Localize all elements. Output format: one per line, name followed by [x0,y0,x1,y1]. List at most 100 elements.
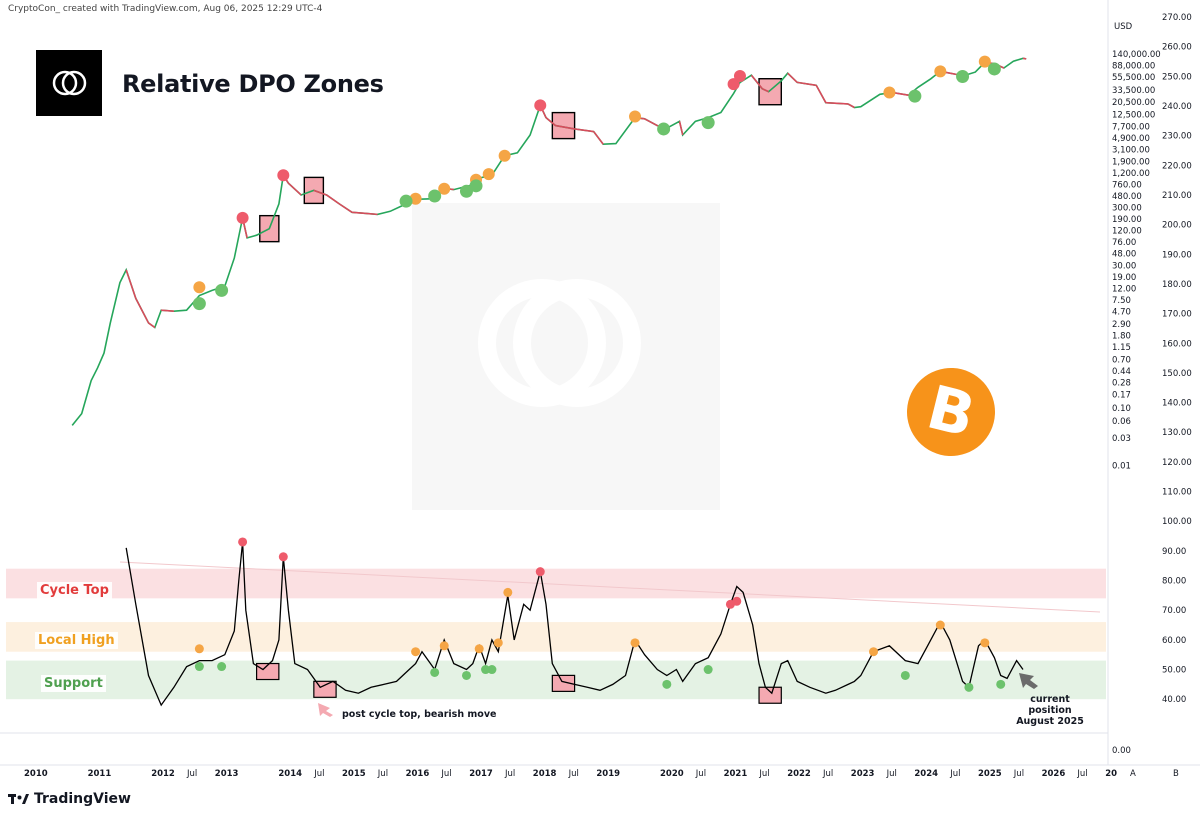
price-axis-tick: 0.44 [1112,367,1131,377]
price-down-segment [135,298,150,324]
dpo-axis-tick: 250.00 [1162,72,1192,82]
scale-toggle-b[interactable]: B [1173,769,1179,779]
price-axis-tick: 4,900.00 [1112,134,1150,144]
price-axis-tick: 0.00 [1112,746,1131,756]
price-axis-tick: 1,200.00 [1112,169,1150,179]
price-axis-unit: USD [1114,22,1133,32]
x-axis-tick: 2025 [978,769,1002,779]
price-marker-local-high [482,168,495,181]
price-down-segment [287,182,302,196]
price-down-segment [125,269,137,299]
price-axis-tick: 120.00 [1112,227,1142,237]
price-axis-tick: 0.70 [1112,355,1131,365]
price-axis-tick: 0.10 [1112,404,1131,414]
x-axis-tick: 2017 [469,769,493,779]
scale-toggle-a[interactable]: A [1130,769,1136,779]
x-axis-tick: 2023 [851,769,875,779]
arrow-post-cycle-icon [318,703,333,717]
header-attribution: CryptoCon_ created with TradingView.com,… [8,4,323,14]
price-marker-support [215,283,229,297]
dpo-marker-cycle-top [238,537,248,547]
annotation-current-position: current position August 2025 [1010,694,1090,727]
price-marker-local-high [934,65,947,78]
dpo-axis-tick: 210.00 [1162,191,1192,201]
price-axis-tick: 0.03 [1112,434,1131,444]
price-marker-support [701,116,715,130]
price-axis-tick: 7,700.00 [1112,123,1150,133]
tradingview-logo-icon [8,794,29,804]
price-marker-cycle-top [277,169,290,182]
dpo-axis-tick: 180.00 [1162,280,1192,290]
x-axis-tick: 2015 [342,769,366,779]
dpo-axis-tick: 130.00 [1162,428,1192,438]
page-title: Relative DPO Zones [122,70,384,98]
bear-box-dpo [758,686,782,704]
dpo-marker-support [662,679,672,689]
x-axis-tick: Jul [949,769,960,779]
price-marker-local-high [498,149,511,162]
price-marker-support [192,297,206,311]
dpo-marker-local-high [869,647,879,657]
price-axis-tick: 3,100.00 [1112,145,1150,155]
dpo-axis-tick: 90.00 [1162,547,1186,557]
dpo-axis-tick: 230.00 [1162,132,1192,142]
x-axis-tick: 2019 [596,769,620,779]
price-down-segment [644,118,658,127]
dpo-axis-tick: 60.00 [1162,636,1186,646]
x-axis-tick: Jul [822,769,833,779]
zone-label-local-high: Local High [35,632,118,649]
price-axis-tick: 0.28 [1112,378,1131,388]
price-marker-local-high [978,55,991,68]
price-axis-tick: 1.80 [1112,332,1131,342]
annotation-current-line2: August 2025 [1016,716,1084,727]
price-marker-support [956,69,970,83]
price-axis-tick: 55,500.00 [1112,73,1155,83]
bear-box-dpo [551,674,576,692]
price-marker-cycle-top [236,211,249,224]
dpo-axis-tick: 150.00 [1162,369,1192,379]
price-marker-support [987,62,1001,76]
price-axis-tick: 760.00 [1112,181,1142,191]
dpo-axis-tick: 120.00 [1162,458,1192,468]
price-down-segment [678,121,684,136]
dpo-marker-local-high [411,647,421,657]
x-axis-tick: 2013 [215,769,239,779]
price-down-segment [148,322,156,329]
x-axis-tick: 2012 [151,769,175,779]
price-marker-local-high [409,192,422,205]
x-axis-tick: 2026 [1042,769,1066,779]
x-axis-tick: Jul [1076,769,1087,779]
price-marker-support [908,89,922,103]
price-axis-tick: 0.06 [1112,417,1131,427]
dpo-marker-local-high [630,638,640,648]
price-down-segment [364,212,378,216]
price-axis-tick: 1,900.00 [1112,158,1150,168]
zone-band-local-high [6,622,1106,652]
x-axis-tick: Jul [377,769,388,779]
tradingview-brand: TradingView [34,791,131,807]
dpo-axis-tick: 190.00 [1162,250,1192,260]
dpo-axis-tick: 110.00 [1162,488,1192,498]
price-down-segment [750,74,763,90]
x-axis-tick: Jul [758,769,769,779]
cc-logo [36,50,102,116]
dpo-axis-tick: 140.00 [1162,399,1192,409]
price-down-segment [593,131,604,145]
x-axis-tick: Jul [313,769,324,779]
dpo-axis-tick: 200.00 [1162,221,1192,231]
dpo-marker-cycle-top [732,596,742,606]
zone-label-support: Support [41,675,106,692]
x-axis-tick: 2016 [406,769,430,779]
dpo-series-line [125,541,1024,707]
tradingview-footer[interactable]: TradingView [8,791,131,807]
dpo-axis-tick: 70.00 [1162,606,1186,616]
price-axis-tick: 88,000.00 [1112,62,1155,72]
dpo-marker-local-high [503,587,513,597]
dpo-marker-cycle-top [535,567,545,577]
dpo-marker-support [996,679,1006,689]
price-axis-tick: 12,500.00 [1112,110,1155,120]
price-axis-tick: 33,500.00 [1112,86,1155,96]
price-axis-tick: 19.00 [1112,273,1136,283]
watermark-logo-icon [478,279,641,407]
